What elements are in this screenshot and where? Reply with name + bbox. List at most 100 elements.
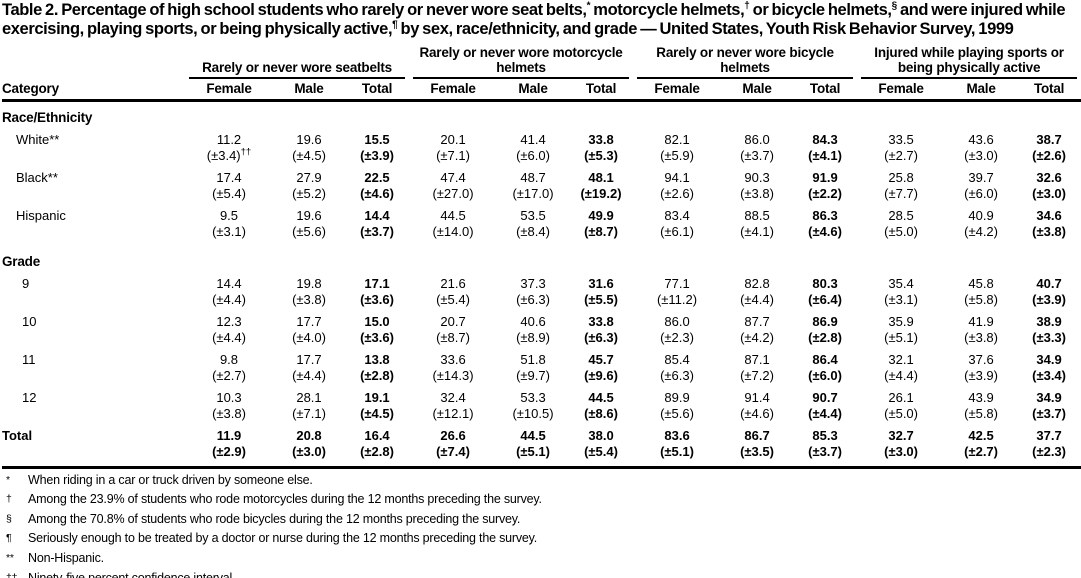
cell-confidence-interval: (±4.4) (808, 405, 842, 421)
data-cell: 31.6 (±5.5) (569, 276, 633, 314)
cell-confidence-interval: (±6.0) (808, 367, 842, 383)
cell-confidence-interval: (±3.7) (360, 223, 394, 239)
data-cell: 27.9 (±5.2) (273, 170, 345, 208)
cell-confidence-interval: (±4.1) (808, 147, 842, 163)
cell-confidence-interval: (±5.9) (660, 147, 694, 163)
data-cell: 90.3 (±3.8) (721, 170, 793, 208)
cell-confidence-interval: (±5.3) (584, 147, 618, 163)
cell-confidence-interval: (±3.9) (1032, 291, 1066, 307)
data-cell: 84.3 (±4.1) (793, 132, 857, 170)
cell-value: 20.8 (296, 427, 322, 443)
data-cell: 25.8 (±7.7) (857, 170, 945, 208)
cell-confidence-interval: (±4.6) (740, 405, 774, 421)
data-cell: 42.5 (±2.7) (945, 427, 1018, 469)
cell-value: 32.6 (1036, 169, 1062, 185)
data-cell: 80.3 (±6.4) (793, 276, 857, 314)
table-row: Hispanic 9.5 (±3.1) 19.6 (±5.6) 14.4 (±3.7) 44.… (2, 208, 1081, 246)
data-cell: 19.8 (±3.8) (273, 276, 345, 314)
row-label: 12 (22, 389, 37, 405)
data-table: Rarely or never wore seatbelts Rarely or… (2, 45, 1081, 469)
data-cell: 44.5 (±5.1) (497, 427, 570, 469)
row-label: Total (2, 427, 185, 469)
data-cell: 20.1 (±7.1) (409, 132, 497, 170)
group-header-row: Rarely or never wore seatbelts Rarely or… (2, 45, 1081, 79)
footnote: § Among the 70.8% of students who rode bi… (2, 512, 1081, 532)
data-cell: 26.1 (±5.0) (857, 390, 945, 428)
cell-confidence-interval: (±6.4) (808, 291, 842, 307)
cell-value: 86.0 (664, 313, 690, 329)
cell-confidence-interval: (±7.4) (436, 443, 470, 459)
data-cell: 34.9 (±3.4) (1017, 352, 1081, 390)
cell-value: 87.7 (744, 313, 770, 329)
row-label: Hispanic (16, 207, 66, 223)
cell-confidence-interval: (±6.3) (584, 329, 618, 345)
cell-confidence-interval: (±3.1) (212, 223, 246, 239)
data-cell: 10.3 (±3.8) (185, 390, 273, 428)
footnote-text: Ninety-five percent confidence interval. (28, 570, 236, 578)
cell-value: 22.5 (364, 169, 390, 185)
cell-value: 26.1 (888, 389, 914, 405)
column-group-title: Rarely or never wore bicycle helmets (637, 45, 854, 79)
data-cell: 15.0 (±3.6) (345, 314, 409, 352)
cell-confidence-interval: (±27.0) (432, 185, 474, 201)
data-cell: 40.9 (±4.2) (945, 208, 1017, 246)
cell-confidence-interval: (±4.4) (212, 329, 246, 345)
cell-value: 28.1 (296, 389, 322, 405)
data-cell: 33.5 (±2.7) (857, 132, 945, 170)
data-cell: 17.7 (±4.4) (273, 352, 345, 390)
data-cell: 11.2 (±3.4)†† (185, 132, 273, 170)
footnote-text: Non-Hispanic. (28, 551, 104, 566)
data-cell: 37.7 (±2.3) (1017, 427, 1081, 469)
cell-value: 40.6 (520, 313, 546, 329)
data-cell: 22.5 (±4.6) (345, 170, 409, 208)
cell-confidence-interval: (±2.7) (964, 443, 998, 459)
cell-value: 40.9 (968, 207, 994, 223)
cell-value: 94.1 (664, 169, 690, 185)
footnote-marker: † (6, 493, 12, 506)
column-header-male: Male (497, 78, 570, 102)
cell-value: 19.1 (364, 389, 390, 405)
data-cell: 32.6 (±3.0) (1017, 170, 1081, 208)
cell-confidence-interval: (±11.2) (656, 291, 698, 307)
cell-confidence-interval: (±2.2) (808, 185, 842, 201)
cell-confidence-interval: (±14.3) (432, 367, 474, 383)
cell-confidence-interval: (±5.5) (584, 291, 618, 307)
data-cell: 9.5 (±3.1) (185, 208, 273, 246)
data-cell: 17.7 (±4.0) (273, 314, 345, 352)
cell-value: 37.6 (968, 351, 994, 367)
footnote: † Among the 23.9% of students who rode mo… (2, 492, 1081, 512)
data-cell: 13.8 (±2.8) (345, 352, 409, 390)
data-cell: 11.9 (±2.9) (185, 427, 273, 469)
title-footnote-marker: * (586, 0, 591, 12)
data-cell: 82.1 (±5.9) (633, 132, 721, 170)
cell-value: 31.6 (588, 275, 614, 291)
cell-confidence-interval: (±3.4)†† (206, 146, 252, 163)
column-group-title: Injured while playing sports or being ph… (861, 45, 1078, 79)
data-cell: 26.6 (±7.4) (409, 427, 498, 469)
footnote-marker: * (6, 473, 10, 486)
cell-value: 87.1 (744, 351, 770, 367)
cell-confidence-interval: (±2.7) (884, 147, 918, 163)
footnote: * When riding in a car or truck driven by… (2, 473, 1081, 493)
column-header-total: Total (793, 78, 858, 102)
data-cell: 86.3 (±4.6) (793, 208, 857, 246)
table-row: Black** 17.4 (±5.4) 27.9 (±5.2) 22.5 (±4.6) 47.… (2, 170, 1081, 208)
column-group-injured: Injured while playing sports or being ph… (857, 45, 1081, 79)
data-cell: 35.9 (±5.1) (857, 314, 945, 352)
section-label: Race/Ethnicity (2, 109, 93, 125)
cell-confidence-interval: (±2.8) (808, 329, 842, 345)
data-cell: 32.4 (±12.1) (409, 390, 497, 428)
cell-value: 44.5 (440, 207, 466, 223)
cell-confidence-interval: (±9.6) (584, 367, 618, 383)
cell-value: 9.5 (219, 207, 239, 223)
cell-confidence-interval: (±3.0) (1032, 185, 1066, 201)
cell-confidence-interval: (±5.2) (292, 185, 326, 201)
cell-value: 85.3 (812, 427, 838, 443)
cell-value: 11.9 (216, 427, 242, 443)
cell-confidence-interval: (±3.6) (360, 329, 394, 345)
cell-confidence-interval: (±5.1) (516, 443, 550, 459)
cell-confidence-interval: (±6.3) (660, 367, 694, 383)
data-cell: 41.4 (±6.0) (497, 132, 569, 170)
cell-confidence-interval: (±9.7) (516, 367, 550, 383)
cell-value: 86.9 (812, 313, 838, 329)
